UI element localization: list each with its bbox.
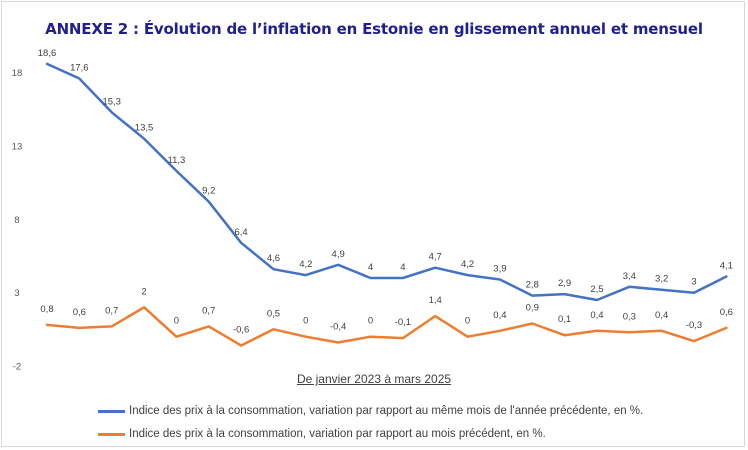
data-label-annual: 4,1 xyxy=(720,261,733,272)
data-label-annual: 4,2 xyxy=(299,259,312,270)
data-label-monthly: 2 xyxy=(141,286,146,297)
data-label-annual: 18,6 xyxy=(38,48,57,59)
data-label-monthly: 0,6 xyxy=(720,307,733,318)
data-label-annual: 4,7 xyxy=(429,252,442,263)
data-label-monthly: 0,4 xyxy=(493,310,506,321)
data-label-annual: 3,2 xyxy=(655,274,668,285)
y-tick-label: 13 xyxy=(12,142,23,153)
data-label-annual: 17,6 xyxy=(70,63,89,74)
legend-item-annual: Indice des prix à la consommation, varia… xyxy=(98,405,643,417)
data-label-annual: 4,9 xyxy=(332,249,345,260)
chart-title: ANNEXE 2 : Évolution de l’inflation en E… xyxy=(45,20,703,38)
y-tick-label: 8 xyxy=(14,215,19,226)
data-label-annual: 4 xyxy=(400,262,405,273)
data-label-monthly: 1,4 xyxy=(429,295,442,306)
data-label-monthly: 0,9 xyxy=(526,302,539,313)
series-line-annual xyxy=(45,62,728,302)
data-label-annual: 11,3 xyxy=(168,155,186,166)
data-label-monthly: 0 xyxy=(303,316,308,327)
data-label-monthly: -0,3 xyxy=(686,320,702,331)
data-label-annual: 9,2 xyxy=(202,186,215,197)
legend-label-monthly: Indice des prix à la consommation, varia… xyxy=(129,428,546,440)
data-label-monthly: 0,8 xyxy=(40,304,53,315)
legend-label-annual: Indice des prix à la consommation, varia… xyxy=(129,405,644,417)
data-label-monthly: 0,4 xyxy=(655,310,668,321)
data-label-monthly: 0,1 xyxy=(558,314,571,325)
y-tick-label: 3 xyxy=(14,288,19,299)
x-axis-label-text: De janvier 2023 à mars 2025 xyxy=(296,372,452,386)
data-label-annual: 6,4 xyxy=(234,227,247,238)
data-label-monthly: 0,6 xyxy=(73,307,86,318)
data-label-monthly: 0 xyxy=(368,316,373,327)
data-label-monthly: 0,3 xyxy=(623,311,636,322)
data-label-monthly: 0,5 xyxy=(267,308,280,319)
data-label-monthly: 0,7 xyxy=(105,305,118,316)
data-label-annual: 15,3 xyxy=(102,96,121,107)
data-label-monthly: -0,6 xyxy=(233,324,249,335)
legend-swatch-monthly xyxy=(98,432,125,436)
data-label-monthly: -0,1 xyxy=(395,317,411,328)
data-label-annual: 4,6 xyxy=(267,253,280,264)
data-label-annual: 4 xyxy=(368,262,373,273)
data-label-annual: 3,4 xyxy=(623,271,636,282)
data-label-annual: 2,9 xyxy=(558,278,571,289)
y-tick-label: -2 xyxy=(13,362,21,373)
y-tick-label: 18 xyxy=(12,68,23,79)
data-label-monthly: 0,4 xyxy=(590,310,603,321)
data-label-monthly: 0,7 xyxy=(202,305,215,316)
data-label-annual: 3,9 xyxy=(493,263,506,274)
data-label-monthly: 0 xyxy=(465,316,470,327)
data-label-annual: 4,2 xyxy=(461,259,474,270)
series-line-monthly xyxy=(45,306,728,347)
data-label-annual: 2,8 xyxy=(526,280,539,291)
legend-swatch-annual xyxy=(98,409,125,413)
x-axis-label: De janvier 2023 à mars 2025 xyxy=(0,372,748,386)
data-label-monthly: 0 xyxy=(174,316,179,327)
data-label-annual: 13,5 xyxy=(135,123,154,134)
data-label-annual: 2,5 xyxy=(590,284,603,295)
data-label-monthly: -0,4 xyxy=(330,322,346,333)
data-label-annual: 3 xyxy=(691,277,696,288)
legend-item-monthly: Indice des prix à la consommation, varia… xyxy=(98,428,546,440)
